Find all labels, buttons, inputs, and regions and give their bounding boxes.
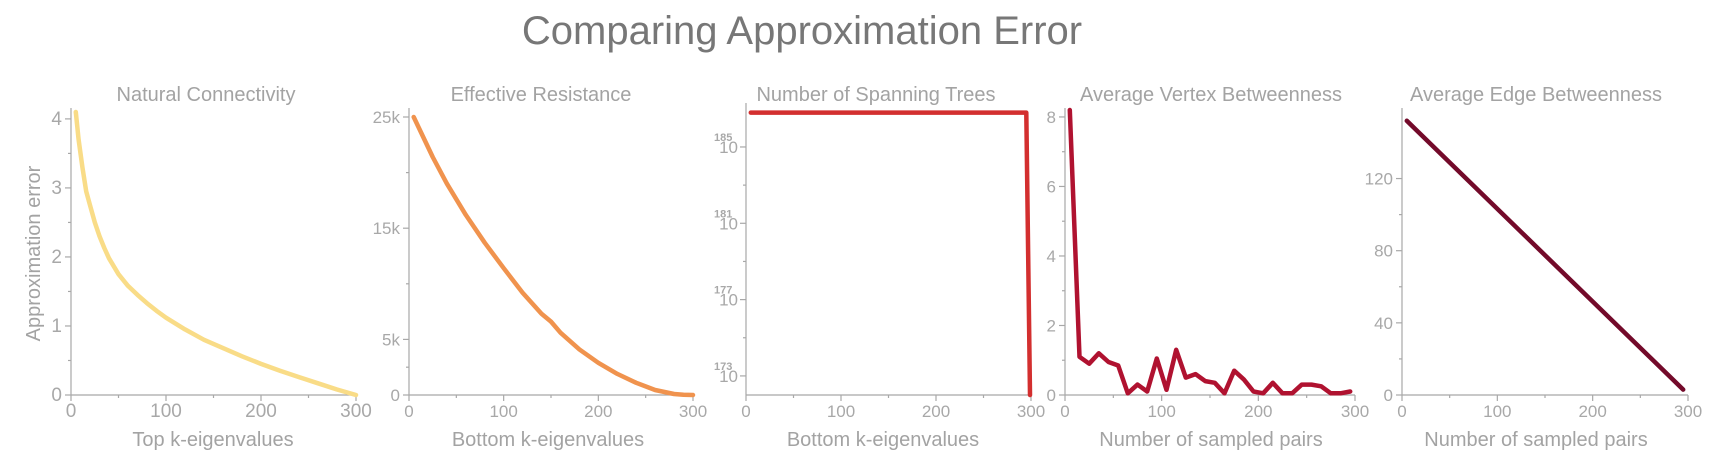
y-tick-label: 2 xyxy=(1047,316,1056,335)
x-tick-label: 200 xyxy=(1578,402,1606,421)
y-tick-label: 10 xyxy=(719,214,738,233)
y-tick-exponent: 181 xyxy=(714,208,732,220)
chart-panel-5: Average Edge Betweenness 0 100 200 300 0 40 80 1… xyxy=(1365,84,1703,451)
y-axis-label: Approximation error xyxy=(23,165,45,341)
x-tick-label: 300 xyxy=(1341,402,1369,421)
x-tick-label: 200 xyxy=(584,402,612,421)
y-tick-label: 2 xyxy=(51,247,62,268)
y-tick-label: 4 xyxy=(1047,247,1056,266)
chart-title: Average Edge Betweenness xyxy=(1410,84,1662,106)
y-tick-label: 5k xyxy=(382,330,400,349)
x-tick-label: 100 xyxy=(1483,402,1511,421)
x-tick-label: 0 xyxy=(741,402,750,421)
x-axis-label: Bottom k-eigenvalues xyxy=(452,429,644,451)
x-tick-label: 100 xyxy=(1147,402,1175,421)
chart-title: Average Vertex Betweenness xyxy=(1080,84,1342,106)
y-tick-label: 0 xyxy=(51,385,62,406)
y-tick-label: 4 xyxy=(51,109,62,130)
y-tick-label: 1 xyxy=(51,316,62,337)
x-tick-label: 0 xyxy=(1060,402,1069,421)
series-line xyxy=(411,114,696,398)
chart-title: Number of Spanning Trees xyxy=(756,84,995,106)
x-axis-label: Number of sampled pairs xyxy=(1424,429,1647,451)
x-tick-label: 200 xyxy=(922,402,950,421)
y-tick-label: 10 xyxy=(719,367,738,386)
x-tick-label: 200 xyxy=(1244,402,1272,421)
chart-panel-4: Average Vertex Betweenness 0 100 200 300 0 2 4 6… xyxy=(1047,84,1370,451)
y-tick-label: 25k xyxy=(373,108,401,127)
y-tick-label: 8 xyxy=(1047,108,1056,127)
chart-title: Natural Connectivity xyxy=(117,84,296,106)
x-tick-label: 0 xyxy=(404,402,413,421)
y-tick-label: 120 xyxy=(1365,170,1393,189)
series-line xyxy=(73,109,359,398)
x-tick-label: 200 xyxy=(245,401,277,422)
x-tick-label: 300 xyxy=(340,401,372,422)
x-tick-label: 300 xyxy=(1017,402,1045,421)
y-tick-label: 10 xyxy=(719,138,738,157)
y-tick-label: 6 xyxy=(1047,177,1056,196)
x-tick-label: 100 xyxy=(489,402,517,421)
y-tick-exponent: 177 xyxy=(714,285,732,297)
x-axis-label: Bottom k-eigenvalues xyxy=(787,429,979,451)
y-tick-exponent: 185 xyxy=(714,132,732,144)
chart-panel-2: Effective Resistance 0 100 200 300 0 5k 15k 25k B… xyxy=(373,84,708,451)
x-tick-label: 300 xyxy=(1674,402,1702,421)
y-tick-label: 80 xyxy=(1374,242,1393,261)
x-axis-label: Number of sampled pairs xyxy=(1099,429,1322,451)
x-tick-label: 300 xyxy=(679,402,707,421)
series-line xyxy=(1067,107,1353,396)
y-tick-label: 15k xyxy=(373,219,401,238)
chart-title: Effective Resistance xyxy=(451,84,632,106)
y-tick-label: 40 xyxy=(1374,314,1393,333)
x-tick-label: 100 xyxy=(827,402,855,421)
series-line xyxy=(1404,118,1686,392)
x-tick-label: 0 xyxy=(66,401,77,422)
page-title: Comparing Approximation Error xyxy=(522,9,1082,53)
x-tick-label: 0 xyxy=(1397,402,1406,421)
y-tick-label: 3 xyxy=(51,178,62,199)
y-tick-label: 0 xyxy=(391,386,400,405)
x-tick-label: 100 xyxy=(150,401,182,422)
x-axis-label: Top k-eigenvalues xyxy=(132,429,293,451)
series-line xyxy=(748,110,1033,398)
y-tick-exponent: 173 xyxy=(714,361,732,373)
y-tick-label: 0 xyxy=(1047,386,1056,405)
chart-panel-1: Natural Connectivity 0 100 200 300 0 1 2 3 4 Top k… xyxy=(23,84,372,451)
y-tick-label: 10 xyxy=(719,291,738,310)
y-tick-label: 0 xyxy=(1384,386,1393,405)
